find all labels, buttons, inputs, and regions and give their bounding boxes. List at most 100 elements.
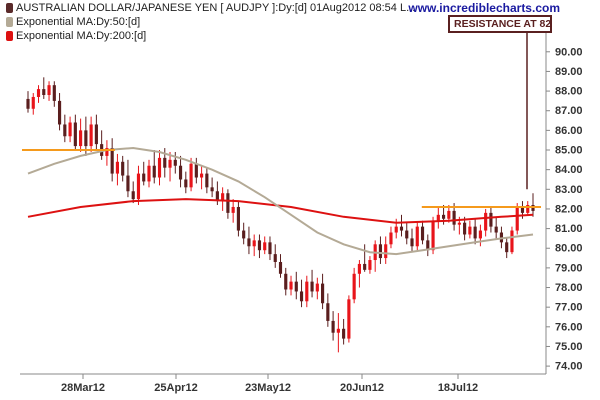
y-tick-label: 80.00 (555, 243, 583, 255)
ema50-swatch-icon (6, 17, 13, 28)
legend-item-ema200: Exponential MA:Dy:200:[d] (6, 29, 146, 43)
candle-body (336, 328, 340, 333)
candle (331, 311, 335, 341)
candle-body (242, 230, 246, 239)
resistance-annotation: RESISTANCE AT 82 (448, 15, 552, 33)
candle (105, 140, 109, 166)
candle (289, 275, 293, 296)
candle-body (115, 161, 120, 174)
candle-body (510, 230, 514, 253)
y-tick-label: 76.00 (555, 321, 583, 333)
candle-body (147, 165, 151, 182)
candle-body (257, 240, 262, 251)
candle (168, 151, 172, 182)
y-tick-label: 88.00 (555, 86, 583, 98)
candle (531, 193, 535, 217)
candle-body (447, 210, 451, 219)
x-tick-label: 18Jul12 (438, 382, 478, 394)
candle (420, 220, 425, 245)
candle-body (184, 179, 188, 188)
candle (226, 189, 230, 219)
candle-body (142, 173, 146, 182)
candle (357, 260, 361, 288)
legend-label-ema50: Exponential MA:Dy:50:[d] (16, 16, 141, 28)
y-tick-label: 82.00 (555, 203, 583, 215)
candle (342, 318, 346, 345)
candle-body (326, 303, 330, 321)
candle-body (231, 206, 235, 213)
candle (505, 238, 509, 259)
candle-body (63, 124, 67, 137)
candle (231, 199, 235, 223)
candle-body (68, 122, 72, 137)
candle (236, 201, 240, 237)
candle-body (126, 175, 130, 192)
candle-body (210, 187, 214, 192)
candle-body (31, 96, 35, 109)
candle-body (452, 210, 456, 225)
candle (100, 130, 104, 160)
candle (252, 234, 256, 257)
candle (52, 81, 56, 107)
candle-body (352, 273, 356, 300)
candle (142, 161, 146, 186)
candle-body (263, 242, 267, 251)
candle-body (247, 238, 251, 247)
candle (200, 165, 204, 190)
candle-body (47, 85, 51, 96)
candle-body (289, 281, 293, 290)
candle-body (394, 226, 398, 233)
x-tick-label: 20Jun12 (340, 382, 384, 394)
candle (42, 77, 46, 99)
candle-body (526, 205, 530, 213)
candle (363, 244, 367, 272)
candle (436, 206, 440, 229)
y-tick-label: 87.00 (555, 105, 583, 117)
y-tick-label: 78.00 (555, 282, 583, 294)
candle-body (321, 283, 325, 304)
candle-body (205, 173, 209, 188)
x-tick-label: 23May12 (245, 382, 291, 394)
y-tick-label: 85.00 (555, 145, 583, 157)
candle-body (357, 263, 361, 274)
candle (273, 244, 277, 268)
candle (205, 167, 209, 194)
candle (215, 181, 219, 206)
candle (31, 93, 35, 115)
candle-body (215, 191, 219, 202)
legend-label-ema200: Exponential MA:Dy:200:[d] (16, 30, 147, 42)
candle-body (473, 226, 477, 239)
candle-body (42, 89, 46, 96)
candle-body (468, 226, 472, 235)
candle-body (315, 283, 319, 292)
candle (94, 114, 98, 151)
candle-body (89, 124, 93, 147)
candle-body (384, 244, 388, 259)
candle-body (84, 130, 88, 147)
candle-body (136, 173, 141, 200)
candle (305, 275, 309, 308)
candle-body (478, 230, 482, 239)
y-tick-label: 75.00 (555, 341, 583, 353)
candle (257, 234, 262, 259)
candle-body (441, 214, 446, 219)
candle (110, 138, 114, 182)
candle (373, 240, 377, 272)
candle (263, 236, 267, 255)
candle-body (73, 122, 77, 147)
legend-item-price: AUSTRALIAN DOLLAR/JAPANESE YEN [ AUDJPY … (6, 1, 415, 15)
candle-body (420, 226, 425, 241)
candle (36, 85, 41, 103)
watermark: www.incrediblecharts.com (408, 1, 560, 15)
candle-body (294, 281, 298, 292)
candle-body (489, 212, 493, 227)
candle (126, 159, 130, 198)
candle (242, 222, 246, 245)
candle (510, 226, 514, 255)
candle (73, 114, 77, 151)
candle-body (189, 163, 193, 188)
candle (194, 157, 198, 184)
y-tick-label: 79.00 (555, 262, 583, 274)
candle-body (52, 85, 56, 101)
